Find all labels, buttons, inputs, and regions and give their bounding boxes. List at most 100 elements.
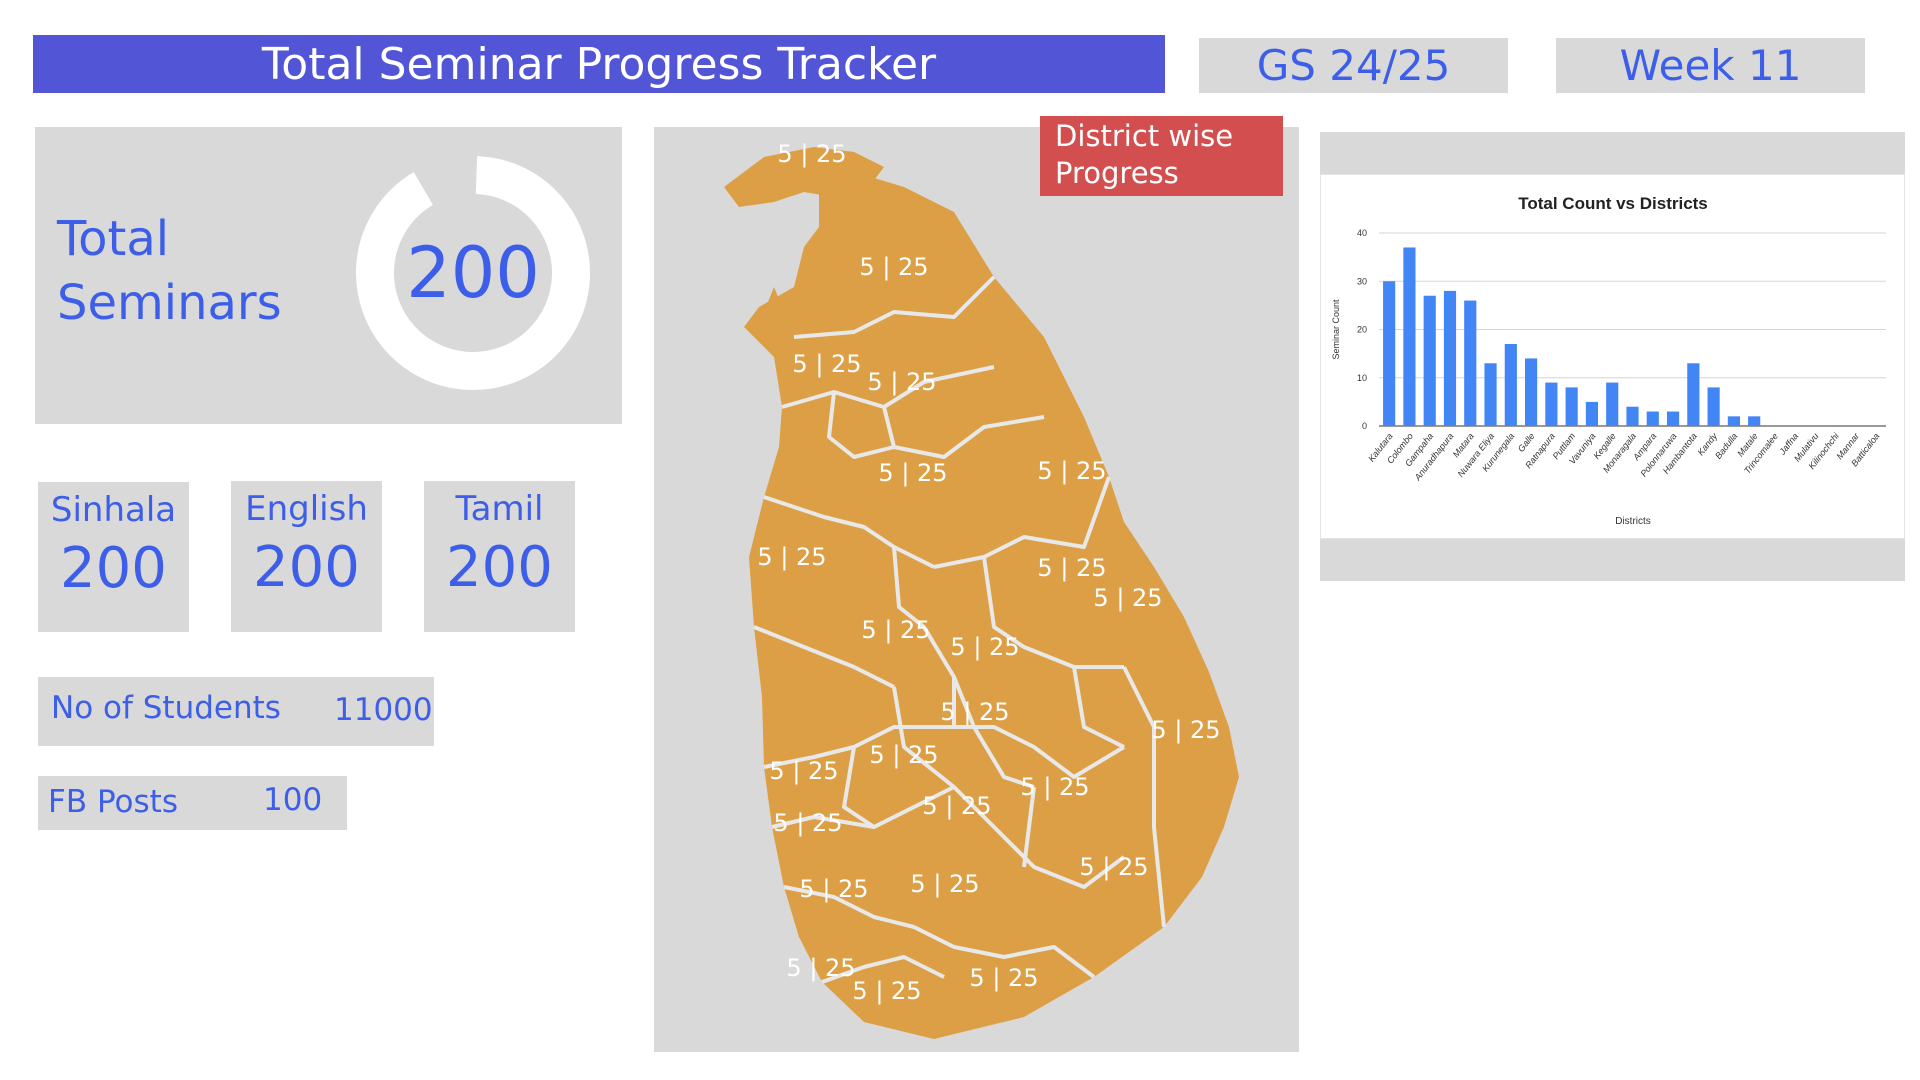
district-label-10: 5 | 25 xyxy=(861,616,930,644)
district-border xyxy=(954,725,1126,779)
district-label-20: 5 | 25 xyxy=(799,875,868,903)
district-border xyxy=(842,746,876,829)
bar-ratnapura xyxy=(1545,382,1558,426)
y-tick-label: 10 xyxy=(1357,373,1367,383)
sinhala-value: 200 xyxy=(60,536,167,601)
bar-nuwara-eliya xyxy=(1484,363,1497,426)
english-label: English xyxy=(245,489,368,529)
district-label-7: 5 | 25 xyxy=(757,543,826,571)
bar-colombo xyxy=(1403,247,1416,426)
week-tag: Week 11 xyxy=(1556,38,1865,93)
y-axis-label: Seminar Count xyxy=(1331,299,1341,360)
district-label-13: 5 | 25 xyxy=(1151,716,1220,744)
bar-kegalle xyxy=(1606,382,1619,426)
district-label-24: 5 | 25 xyxy=(969,964,1038,992)
total-seminars-value: 200 xyxy=(406,232,540,314)
bar-matara xyxy=(1464,300,1477,426)
district-label-5: 5 | 25 xyxy=(878,459,947,487)
chart-title: Total Count vs Districts xyxy=(1518,194,1708,213)
district-badge-line1: District wise xyxy=(1055,119,1234,153)
district-border xyxy=(1072,666,1125,749)
district-label-11: 5 | 25 xyxy=(950,633,1019,661)
district-badge-line2: Progress xyxy=(1055,156,1179,190)
district-border xyxy=(793,275,996,339)
fb-posts-value: 100 xyxy=(263,782,323,818)
bar-galle xyxy=(1525,358,1538,426)
district-border xyxy=(952,676,1035,789)
map-panel: 5 | 25 5 | 25 5 | 25 5 | 25 5 | 25 5 | 25 5 | … xyxy=(654,127,1299,1052)
bar-chart: Total Count vs Districts 0 10 20 30 40 Seminar… xyxy=(1331,194,1886,527)
total-label-line1: Total xyxy=(57,211,170,267)
district-label-23: 5 | 25 xyxy=(852,977,921,1005)
tamil-value: 200 xyxy=(446,535,553,600)
x-axis-label: Districts xyxy=(1615,516,1651,527)
bar-gampaha xyxy=(1423,295,1436,426)
page-title: Total Seminar Progress Tracker xyxy=(33,35,1165,93)
y-tick-label: 40 xyxy=(1357,228,1367,238)
chart-footer-bar xyxy=(1320,539,1905,581)
district-label-15: 5 | 25 xyxy=(869,741,938,769)
students-stat: No of Students 11000 xyxy=(38,677,434,746)
jaffna-peninsula-shape xyxy=(724,147,884,207)
district-border xyxy=(783,885,915,929)
bar-kurunegala xyxy=(1504,343,1517,426)
bar-vavuniya xyxy=(1585,401,1599,426)
fb-posts-stat: FB Posts 100 xyxy=(38,776,347,830)
district-label-21: 5 | 25 xyxy=(910,870,979,898)
district-border xyxy=(952,785,1126,889)
district-label-22: 5 | 25 xyxy=(786,954,855,982)
district-label-6: 5 | 25 xyxy=(1037,457,1106,485)
english-value: 200 xyxy=(253,535,360,600)
sinhala-label: Sinhala xyxy=(50,490,177,530)
bar-chart-panel: Total Count vs Districts 0 10 20 30 40 Seminar… xyxy=(1320,174,1905,539)
district-label-18: 5 | 25 xyxy=(773,809,842,837)
bar-kalutara xyxy=(1383,281,1396,426)
district-label-17: 5 | 25 xyxy=(922,792,991,820)
district-label-19: 5 | 25 xyxy=(1079,853,1148,881)
total-seminars-label: Total Seminars xyxy=(57,207,282,335)
students-label: No of Students xyxy=(51,690,281,726)
district-border xyxy=(763,495,935,569)
district-label-16: 5 | 25 xyxy=(1020,773,1089,801)
y-tick-label: 0 xyxy=(1362,421,1367,431)
district-label-2: 5 | 25 xyxy=(859,253,928,281)
x-tick-label: Badulla xyxy=(1713,431,1739,461)
chart-header-bar xyxy=(1320,132,1905,174)
bar-kandy xyxy=(1707,387,1720,426)
district-label-14: 5 | 25 xyxy=(769,757,838,785)
district-label-4: 5 | 25 xyxy=(867,368,936,396)
bar-monaragala xyxy=(1626,406,1639,426)
district-border xyxy=(827,391,895,459)
district-border xyxy=(882,406,1045,459)
district-label-9: 5 | 25 xyxy=(1093,584,1162,612)
bar-puttlam xyxy=(1565,387,1578,426)
district-border xyxy=(1122,666,1166,928)
bar-badulla xyxy=(1727,416,1740,426)
tamil-label: Tamil xyxy=(455,489,544,529)
district-border xyxy=(982,556,1124,669)
fb-posts-label: FB Posts xyxy=(48,784,178,820)
district-border xyxy=(933,476,1111,569)
district-border xyxy=(913,925,1096,979)
english-card: English 200 xyxy=(231,481,382,632)
district-label-8: 5 | 25 xyxy=(1037,554,1106,582)
y-tick-label: 30 xyxy=(1357,276,1367,286)
total-label-line2: Seminars xyxy=(57,275,282,331)
district-progress-badge: District wise Progress xyxy=(1040,116,1283,196)
y-tick-label: 20 xyxy=(1357,325,1367,335)
tamil-card: Tamil 200 xyxy=(424,481,575,632)
district-border xyxy=(753,625,895,689)
district-border xyxy=(892,686,956,789)
students-value: 11000 xyxy=(334,692,433,728)
season-tag: GS 24/25 xyxy=(1199,38,1508,93)
district-label-1: 5 | 25 xyxy=(777,140,846,168)
sinhala-card: Sinhala 200 xyxy=(38,482,189,632)
bar-anuradhapura xyxy=(1443,290,1457,426)
bar-ampara xyxy=(1646,411,1659,426)
district-border xyxy=(1022,786,1036,868)
sri-lanka-map: 5 | 255 | 255 | 255 | 255 | 25 5 | 255 | … xyxy=(724,140,1239,1039)
total-seminars-panel: Total Seminars 200 xyxy=(35,127,622,424)
district-label-12: 5 | 25 xyxy=(940,698,1009,726)
progress-ring xyxy=(356,156,590,390)
district-border xyxy=(821,955,945,984)
